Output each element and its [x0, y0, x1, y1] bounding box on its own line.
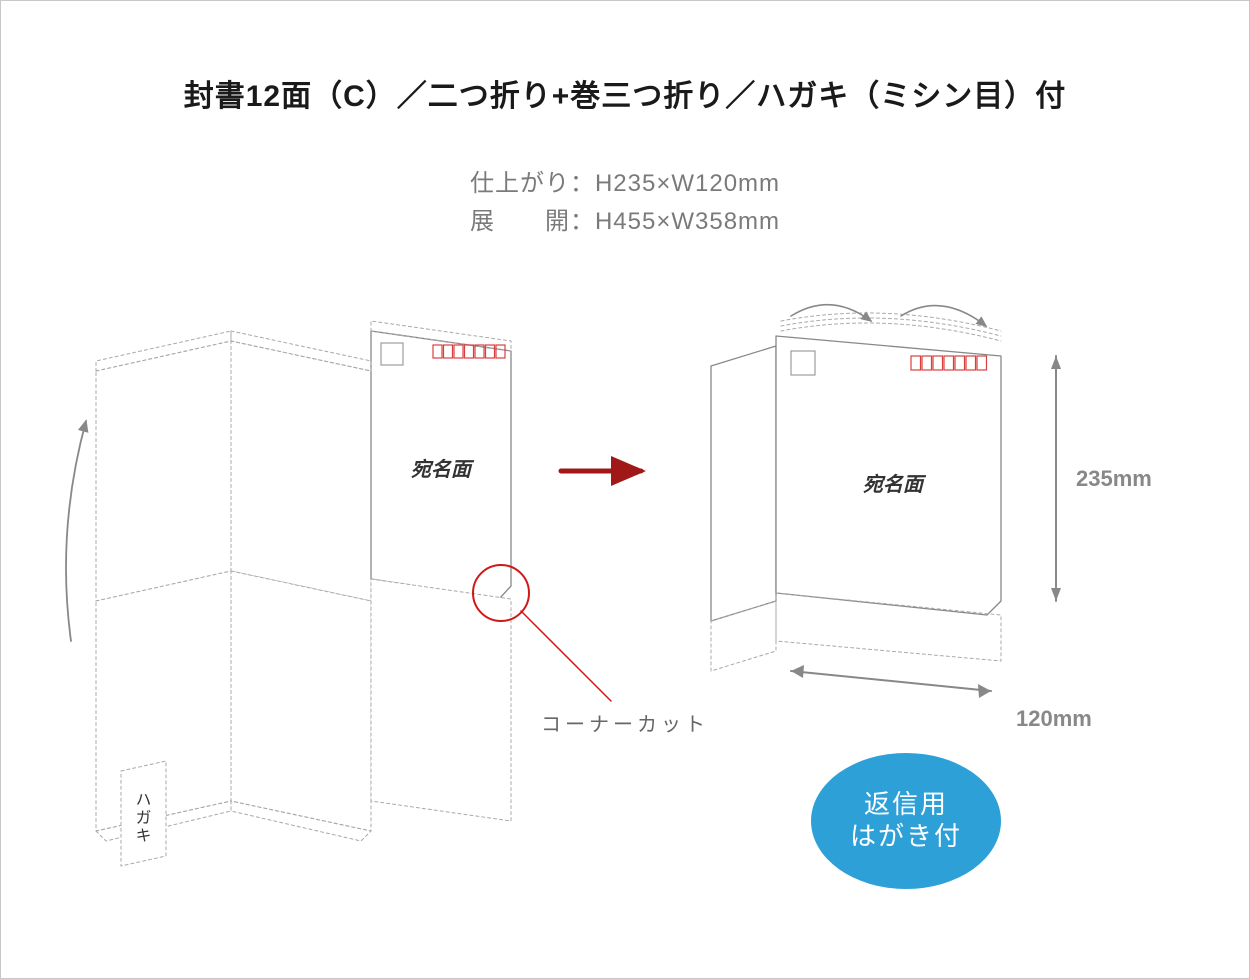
- panel-b: [231, 341, 371, 601]
- diagram-area: ハガキ 宛名面コーナーカット 宛名面 235mm 120mm 返信用はがき付: [1, 301, 1249, 941]
- address-label-right: 宛名面: [863, 473, 927, 496]
- diagram-title: 封書12面（C）／二つ折り+巻三つ折り／ハガキ（ミシン目）付: [1, 71, 1249, 115]
- dim-h-label: 235mm: [1076, 466, 1152, 491]
- spec-finished: 仕上がり：H235×W120mm: [1, 165, 1249, 203]
- panel-a: [96, 341, 231, 601]
- address-label-left: 宛名面: [411, 458, 475, 481]
- badge-line2: はがき付: [850, 821, 962, 851]
- dim-w-label: 120mm: [1016, 706, 1092, 731]
- diagram-svg: ハガキ 宛名面コーナーカット 宛名面 235mm 120mm 返信用はがき付: [1, 301, 1250, 941]
- dim-w-line: [791, 671, 991, 691]
- badge-line1: 返信用: [864, 789, 948, 819]
- corner-cut-label: コーナーカット: [541, 714, 709, 736]
- diagram-frame: 封書12面（C）／二つ折り+巻三つ折り／ハガキ（ミシン目）付 仕上がり：H235…: [0, 0, 1250, 979]
- spec-block: 仕上がり：H235×W120mm 展 開：H455×W358mm: [1, 165, 1249, 242]
- postcard-label: ハガキ: [133, 791, 151, 845]
- corner-cut-line: [521, 611, 611, 701]
- spec-unfolded: 展 開：H455×W358mm: [1, 203, 1249, 241]
